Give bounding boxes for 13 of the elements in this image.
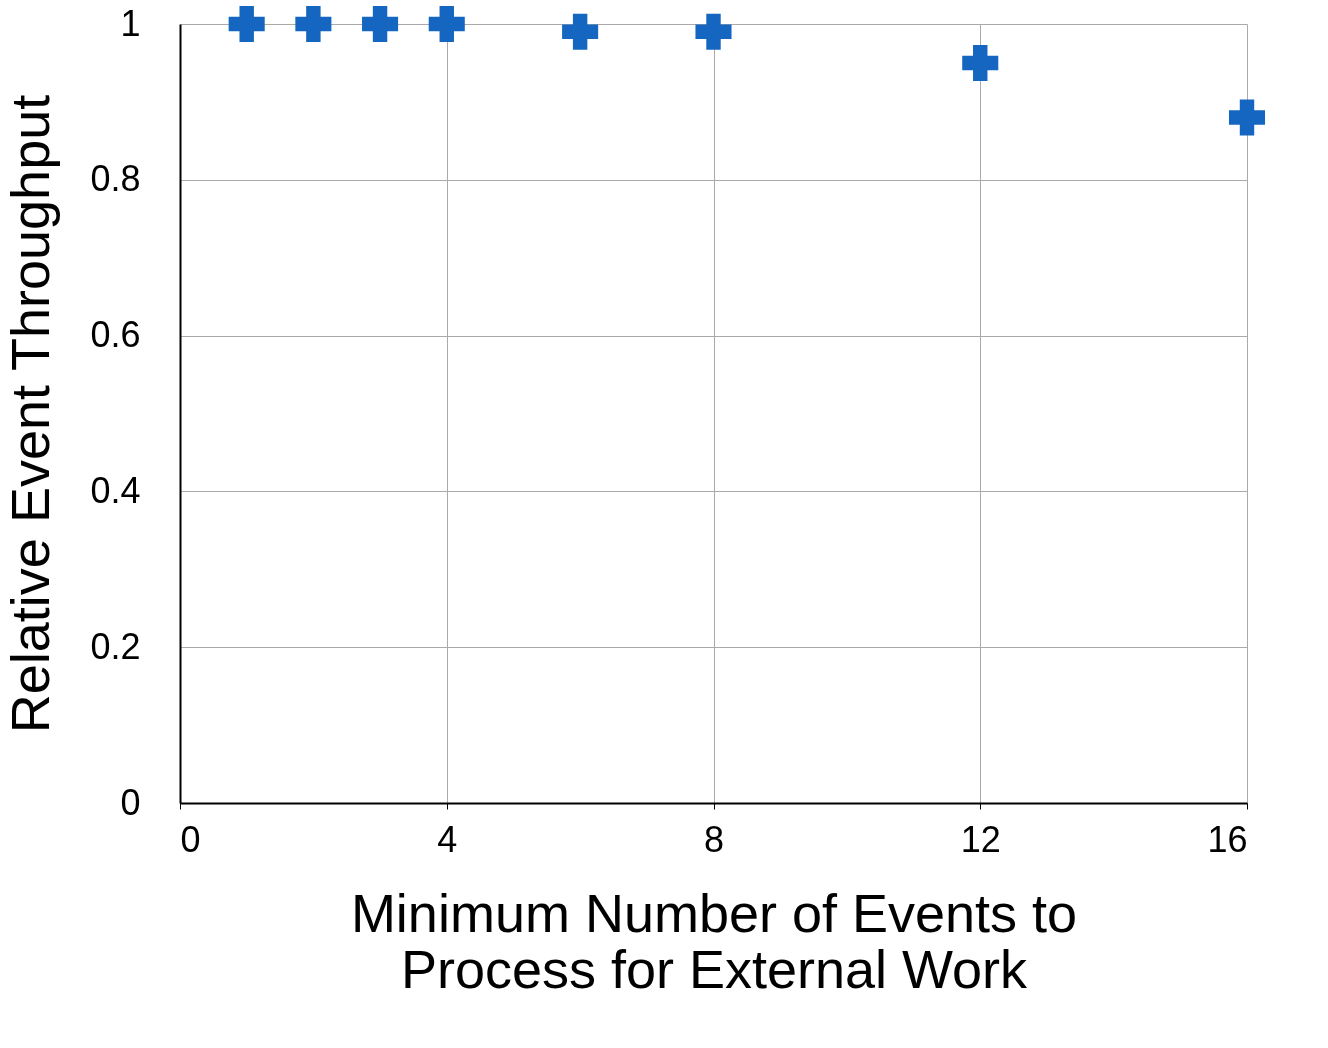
y-tick-label: 0 [120, 781, 141, 823]
x-tick-label: 12 [960, 818, 1001, 860]
y-tick-label: 1 [120, 2, 141, 44]
y-tick-label: 0.4 [90, 469, 141, 511]
x-axis-title: Minimum Number of Events to Process for External Work [350, 882, 1078, 999]
y-tick-label: 0.8 [90, 158, 141, 200]
y-tick-label: 0.6 [90, 314, 141, 356]
x-tick-label: 0 [180, 818, 201, 860]
x-tick-label: 8 [703, 818, 725, 860]
y-tick-label: 0.2 [90, 625, 141, 667]
x-tick-label: 4 [437, 818, 458, 860]
x-tick-label: 16 [1207, 818, 1248, 860]
y-axis-title: Relative Event Throughput [0, 94, 61, 734]
